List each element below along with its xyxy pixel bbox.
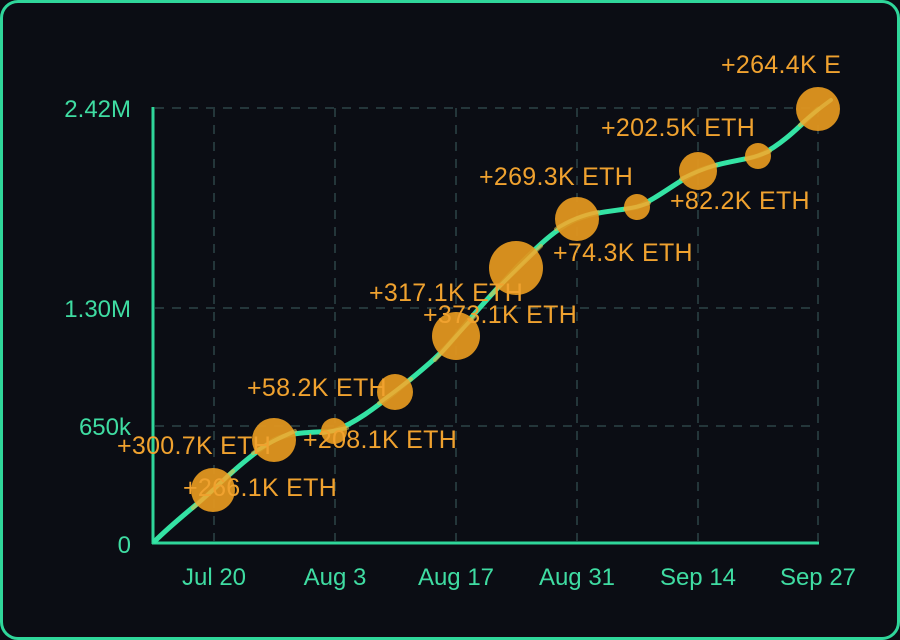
bubble-label: +74.3K ETH [553, 239, 693, 267]
x-tick-label: Aug 31 [539, 564, 615, 591]
y-tick-label: 2.42M [64, 96, 131, 123]
x-tick-label: Jul 20 [182, 564, 246, 591]
bubble-label: +269.3K ETH [479, 163, 633, 191]
bubble-label: +373.1K ETH [423, 301, 577, 329]
bubble-label: +208.1K ETH [303, 426, 457, 454]
x-tick-label: Sep 27 [780, 564, 856, 591]
y-tick-label: 0 [118, 532, 131, 559]
bubble-label: +300.7K ETH [117, 432, 271, 460]
line-highlight [191, 98, 833, 510]
bubble-label: +82.2K ETH [670, 187, 810, 215]
x-tick-label: Aug 17 [418, 564, 494, 591]
y-tick-label: 1.30M [64, 296, 131, 323]
bubble-label: +317.1K ETH [369, 279, 523, 307]
x-tick-label: Sep 14 [660, 564, 736, 591]
bubble-label: +266.1K ETH [183, 474, 337, 502]
line-chart: 2.42M 1.30M 650k 0 Jul 20 Aug 3 Aug 17 A… [64, 51, 856, 591]
bubble-label: +202.5K ETH [601, 114, 755, 142]
bubble-label: +58.2K ETH [247, 374, 387, 402]
y-tick-label: 650k [79, 414, 132, 441]
x-tick-label: Aug 3 [304, 564, 367, 591]
bubble-label: +264.4K E [721, 51, 841, 79]
